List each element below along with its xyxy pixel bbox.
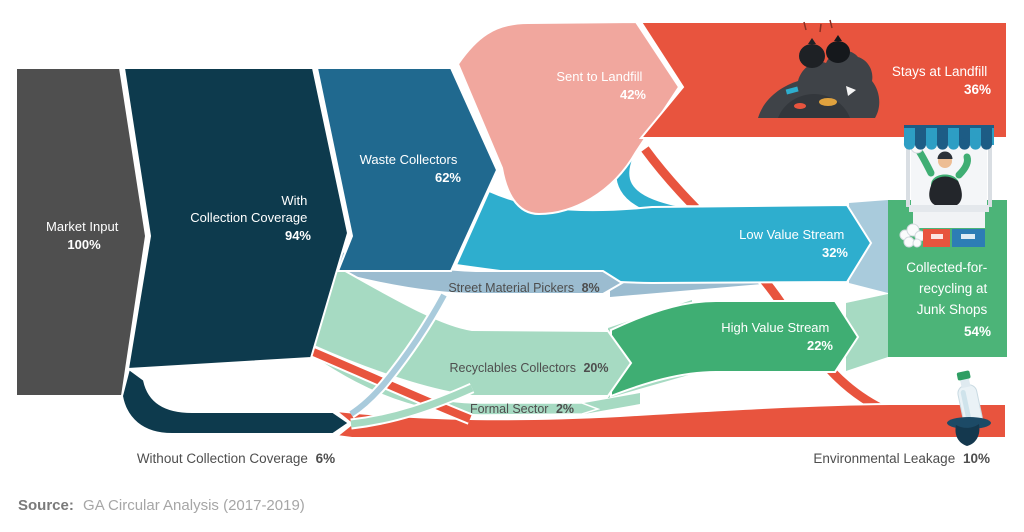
street-pickers-value: 8%	[582, 281, 600, 295]
awning-stripe	[915, 128, 926, 145]
flow-environmental-leakage	[332, 403, 1007, 439]
trash-debris	[846, 86, 856, 96]
stall-counter	[909, 205, 989, 212]
trash-mound	[758, 50, 880, 118]
formal-sector-value: 2%	[556, 402, 574, 416]
low-value-name: Low Value Stream	[739, 227, 844, 242]
label-formal-sector: Formal Sector 2%	[470, 402, 574, 416]
with-coverage-line1: With	[281, 193, 307, 208]
stays-landfill-value: 36%	[964, 82, 991, 97]
label-recyclables-collectors: Recyclables Collectors 20%	[450, 361, 609, 375]
awning-scallop	[936, 138, 949, 150]
vendor-arm	[955, 153, 971, 179]
node-with-collection-coverage	[122, 67, 350, 371]
stall-post	[988, 147, 992, 207]
source-text: GA Circular Analysis (2017-2019)	[83, 497, 305, 514]
node-market-input	[15, 67, 148, 397]
env-leakage-name: Environmental Leakage	[813, 451, 955, 466]
label-sent-to-landfill: Sent to Landfill 42%	[556, 69, 646, 102]
node-recyclables-collectors	[312, 262, 633, 397]
without-coverage-name: Without Collection Coverage	[137, 451, 308, 466]
junk-shop-stall-illustration	[899, 125, 994, 248]
high-value-name: High Value Stream	[721, 320, 829, 335]
collected-line1: Collected-for-	[906, 260, 987, 275]
street-pickers-name: Street Material Pickers	[448, 281, 574, 295]
crumpled-recyclable	[903, 236, 915, 248]
collected-value: 54%	[964, 324, 991, 339]
awning-stripe	[959, 128, 970, 145]
red-bin-label	[931, 234, 943, 239]
flow-without-coverage-to-street-pickers	[349, 293, 447, 417]
trash-bag	[799, 44, 825, 68]
bottle-submerged	[955, 424, 980, 446]
label-low-value-stream: Low Value Stream 32%	[739, 227, 848, 260]
env-leakage-value: 10%	[963, 451, 990, 466]
low-value-value: 32%	[822, 245, 848, 260]
node-high-value-stream	[610, 300, 860, 398]
recyclables-name: Recyclables Collectors	[450, 361, 576, 375]
label-stays-at-landfill: Stays at Landfill 36%	[892, 64, 991, 97]
label-environmental-leakage: Environmental Leakage 10%	[813, 451, 990, 466]
stall-post	[906, 147, 910, 207]
awning-scallop	[980, 138, 993, 150]
crumpled-recyclable	[912, 238, 922, 248]
with-coverage-value: 94%	[285, 228, 311, 243]
awning-scallop	[914, 138, 927, 150]
awning-top-bar	[904, 125, 994, 129]
sent-landfill-name: Sent to Landfill	[556, 69, 642, 84]
trash-pile-illustration	[758, 19, 880, 118]
junk-bag	[929, 176, 962, 206]
sent-landfill-value: 42%	[620, 87, 646, 102]
without-coverage-value: 6%	[316, 451, 336, 466]
source-prefix: Source:	[18, 497, 74, 514]
node-sent-to-landfill	[456, 20, 681, 216]
label-market-input: Market Input 100%	[46, 219, 122, 252]
plastic-bottle-illustration	[947, 370, 991, 446]
waste-collectors-value: 62%	[435, 170, 461, 185]
node-waste-collectors	[315, 67, 499, 272]
vendor-hair	[937, 151, 953, 159]
trash-bag-tie	[834, 35, 842, 41]
market-input-name: Market Input	[46, 219, 119, 234]
awning-scallop	[925, 138, 938, 150]
trash-debris	[785, 86, 799, 95]
collected-line3: Junk Shops	[917, 302, 988, 317]
blue-bin-label	[961, 234, 975, 239]
label-with-collection-coverage: With Collection Coverage 94%	[190, 193, 311, 243]
label-without-collection-coverage: Without Collection Coverage 6%	[137, 451, 335, 466]
trash-debris	[819, 98, 837, 106]
label-collected-for-recycling: Collected-for- recycling at Junk Shops 5…	[906, 260, 991, 339]
bottle-shine	[960, 389, 971, 420]
formal-sector-name: Formal Sector	[470, 402, 549, 416]
trash-debris	[794, 103, 806, 109]
label-waste-collectors: Waste Collectors 62%	[360, 152, 462, 185]
stall-base	[913, 212, 985, 228]
awning-scallop	[969, 138, 982, 150]
stays-landfill-name: Stays at Landfill	[892, 64, 987, 79]
awning-scallop	[947, 138, 960, 150]
high-value-value: 22%	[807, 338, 833, 353]
source-note: Source: GA Circular Analysis (2017-2019)	[18, 497, 305, 514]
stink-lines	[803, 19, 833, 33]
flow-without-coverage-to-recyclables	[350, 384, 474, 428]
trash-bag-tie	[808, 38, 816, 44]
collected-line2: recycling at	[919, 281, 988, 296]
awning-stripe	[937, 128, 948, 145]
bottle-cap	[956, 370, 971, 381]
node-without-collection-coverage	[121, 368, 350, 435]
market-input-value: 100%	[67, 237, 101, 252]
waterline	[947, 417, 991, 429]
awning-stripe	[981, 128, 992, 145]
label-high-value-stream: High Value Stream 22%	[721, 320, 833, 353]
with-coverage-line2: Collection Coverage	[190, 210, 307, 225]
recyclables-value: 20%	[583, 361, 608, 375]
label-street-material-pickers: Street Material Pickers 8%	[448, 281, 599, 295]
awning-scallop	[958, 138, 971, 150]
waste-collectors-name: Waste Collectors	[360, 152, 458, 167]
connector-high-value-to-junk-shops	[846, 294, 888, 371]
trash-bag	[826, 41, 850, 63]
awning-scallop	[903, 138, 916, 150]
